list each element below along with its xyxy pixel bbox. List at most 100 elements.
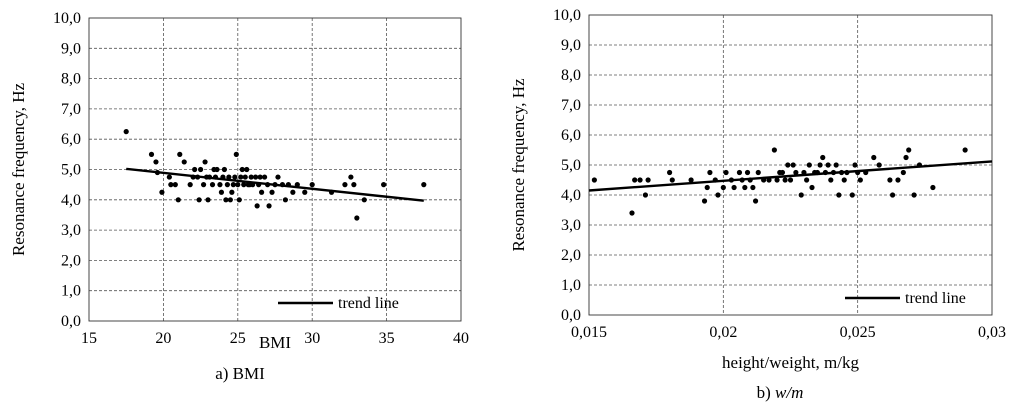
y-tick-label: 2,0	[61, 252, 81, 269]
data-point	[227, 197, 233, 203]
data-point	[849, 192, 855, 198]
y-tick-labels: 0,0 1,0 2,0 3,0 4,0 5,0 6,0 7,0 8,0 9,0 10,0	[553, 7, 581, 324]
data-point	[177, 151, 183, 157]
data-point	[629, 210, 635, 216]
y-tick-label: 2,0	[561, 247, 581, 264]
data-point	[218, 189, 225, 195]
y-tick-label: 3,0	[561, 217, 581, 234]
y-tick-label: 5,0	[561, 157, 581, 174]
data-point	[248, 174, 254, 180]
grid-lines	[589, 15, 992, 315]
data-point	[187, 182, 193, 188]
legend-label: trend line	[905, 290, 966, 307]
data-point	[841, 177, 847, 183]
data-point	[828, 177, 834, 183]
data-point	[667, 169, 673, 176]
data-point	[148, 151, 155, 157]
data-point	[809, 184, 815, 191]
data-point	[214, 166, 220, 173]
y-tick-label: 5,0	[61, 162, 81, 179]
data-point	[688, 177, 694, 183]
data-point	[224, 182, 230, 188]
data-point	[793, 169, 799, 176]
data-point	[421, 182, 427, 188]
data-point	[774, 177, 780, 183]
data-point	[233, 151, 239, 157]
data-point	[229, 189, 235, 195]
y-tick-label: 9,0	[61, 40, 81, 57]
y-tick-label: 6,0	[61, 131, 81, 148]
data-point	[900, 169, 906, 176]
data-point	[806, 162, 812, 168]
data-point	[235, 182, 241, 188]
data-point	[787, 177, 794, 183]
y-tick-label: 3,0	[61, 222, 81, 239]
data-point	[804, 177, 810, 183]
data-point	[707, 169, 713, 176]
data-point	[930, 184, 936, 191]
data-point	[200, 182, 207, 188]
y-tick-label: 9,0	[561, 37, 581, 54]
y-tick-label: 6,0	[561, 127, 581, 144]
chart-panel-height-weight: 0,015 0,02 0,025 0,03 0,0 1,0 2,0 3,0 4,0 5,0 6,0…	[509, 7, 1006, 402]
plot-border	[588, 14, 993, 316]
plot-border	[88, 17, 462, 322]
data-point	[669, 177, 675, 183]
data-point	[168, 182, 174, 188]
data-point	[779, 169, 786, 176]
data-point	[159, 189, 165, 195]
legend: trend line	[278, 295, 399, 312]
y-tick-label: 10,0	[553, 7, 581, 24]
x-tick-labels: 0,015 0,02 0,025 0,03	[571, 324, 1006, 341]
data-point	[887, 177, 893, 183]
data-point	[876, 162, 882, 168]
data-point	[361, 197, 367, 203]
data-point	[257, 174, 263, 180]
data-point	[632, 177, 638, 183]
data-point	[731, 184, 737, 191]
data-point	[744, 169, 751, 176]
data-point	[181, 159, 187, 165]
x-axis-title: BMI	[259, 333, 291, 352]
data-point	[871, 154, 877, 161]
y-tick-label: 8,0	[61, 71, 81, 88]
data-point	[782, 177, 788, 183]
data-point	[239, 166, 245, 173]
data-point	[242, 174, 248, 180]
data-point	[269, 189, 275, 195]
data-point	[903, 154, 909, 161]
data-point	[166, 174, 172, 180]
data-points	[591, 147, 968, 216]
data-point	[254, 203, 260, 209]
data-point	[825, 162, 831, 168]
y-tick-label: 0,0	[61, 313, 81, 330]
data-point	[275, 174, 281, 180]
grid-lines	[89, 18, 461, 321]
data-point	[750, 184, 756, 191]
chart-panel-bmi: 15 20 25 30 35 40 0,0 1,0 2,0 3,0 4,0 5,0 6,0 7,0 8,0…	[9, 10, 469, 383]
legend: trend line	[845, 290, 966, 307]
data-point	[906, 147, 912, 153]
data-point	[302, 189, 308, 195]
trend-line	[126, 167, 424, 202]
data-point	[742, 184, 748, 191]
panel-caption-prefix: b)	[757, 383, 775, 402]
y-tick-label: 7,0	[61, 101, 81, 118]
data-point	[833, 162, 839, 168]
data-point	[266, 203, 272, 209]
data-point	[309, 182, 315, 188]
x-tick-label: 25	[230, 330, 246, 347]
data-point	[642, 192, 649, 198]
data-point	[223, 197, 229, 203]
data-point	[771, 147, 777, 153]
y-tick-labels: 0,0 1,0 2,0 3,0 4,0 5,0 6,0 7,0 8,0 9,0 10,0	[53, 10, 81, 330]
x-tick-label: 0,025	[840, 324, 876, 341]
data-point	[857, 177, 863, 183]
data-point	[785, 162, 791, 168]
data-point	[192, 166, 198, 173]
panel-caption: b) w/m	[757, 383, 804, 402]
y-tick-label: 7,0	[561, 97, 581, 114]
data-point	[241, 182, 247, 188]
y-tick-label: 1,0	[61, 283, 81, 300]
data-point	[962, 147, 968, 153]
